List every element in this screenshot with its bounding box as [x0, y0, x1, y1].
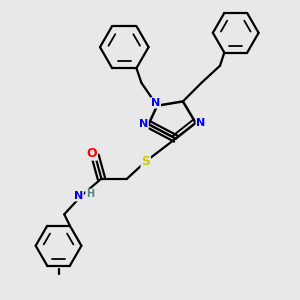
- Text: S: S: [141, 155, 150, 168]
- Text: N: N: [74, 191, 83, 201]
- Text: O: O: [86, 147, 97, 160]
- Text: H: H: [86, 189, 94, 199]
- Text: N: N: [151, 98, 160, 108]
- Text: N: N: [139, 119, 148, 129]
- Text: N: N: [196, 118, 206, 128]
